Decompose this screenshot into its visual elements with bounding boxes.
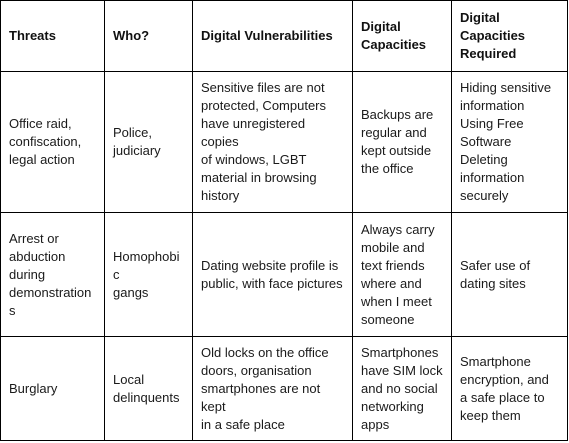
- cell-line: Homophobic: [113, 248, 180, 282]
- cell-line: Deleting: [460, 152, 508, 167]
- header-digital-capacities-required: Digital Capacities Required: [451, 0, 568, 72]
- cell-line: Digital: [460, 10, 500, 25]
- cell-line: Software: [460, 134, 512, 149]
- cell-line: Sensitive files are not: [201, 80, 325, 95]
- cell-capacities: Backups are regular and kept outside the…: [352, 71, 452, 213]
- cell-who: Police, judiciary: [104, 71, 193, 213]
- cell-vulnerabilities: Sensitive files are not protected, Compu…: [192, 71, 353, 213]
- cell-line: Capacities: [361, 37, 427, 52]
- cell-line: Smartphones: [361, 344, 439, 360]
- cell-line: keep them: [460, 407, 521, 423]
- cell-line: someone: [361, 311, 415, 327]
- cell-line: kept outside: [361, 143, 432, 158]
- cell-line: Backups are: [361, 107, 434, 122]
- cell-line: when I meet: [361, 293, 432, 309]
- cell-line: Required: [460, 46, 517, 61]
- cell-line: Burglary: [9, 380, 58, 396]
- cell-line: Office raid,: [9, 116, 72, 131]
- cell-line: protected, Computers: [201, 98, 327, 113]
- cell-line: information: [460, 170, 525, 185]
- cell-line: demonstrations: [9, 284, 92, 318]
- cell-line: legal action: [9, 152, 75, 167]
- cell-line: Digital Vulnerabilities: [201, 28, 333, 43]
- header-digital-capacities: Digital Capacities: [352, 0, 452, 72]
- cell-line: confiscation,: [9, 134, 82, 149]
- cell-line: material in browsing: [201, 170, 317, 185]
- cell-line: a safe place to: [460, 389, 545, 405]
- cell-threat: Burglary: [0, 336, 105, 441]
- cell-who: Homophobic gangs: [104, 212, 193, 337]
- cell-line: Using Free: [460, 116, 524, 131]
- cell-line: and no social: [361, 380, 438, 396]
- cell-who: Local delinquents: [104, 336, 193, 441]
- cell-line: smartphones are not kept: [201, 380, 321, 414]
- cell-line: Police,: [113, 125, 153, 140]
- cell-line: networking: [361, 398, 424, 414]
- cell-capacities-required: Smartphone encryption, and a safe place …: [451, 336, 568, 441]
- cell-line: Threats: [9, 28, 56, 43]
- cell-line: Smartphone: [460, 353, 531, 369]
- table-row: Office raid, confiscation, legal action …: [0, 71, 568, 213]
- cell-capacities: Always carry mobile and text friends whe…: [352, 212, 452, 337]
- cell-capacities-required: Hiding sensitive information Using Free …: [451, 71, 568, 213]
- cell-line: have unregistered copies: [201, 116, 306, 149]
- cell-line: history: [201, 188, 240, 203]
- header-who: Who?: [104, 0, 193, 72]
- cell-line: Always carry: [361, 221, 435, 237]
- table-row: Arrest or abduction during demonstration…: [0, 212, 568, 337]
- cell-capacities: Smartphones have SIM lock and no social …: [352, 336, 452, 441]
- cell-line: Hiding sensitive: [460, 80, 552, 95]
- cell-capacities-required: Safer use of dating sites: [451, 212, 568, 337]
- cell-line: Digital: [361, 19, 401, 34]
- cell-line: information: [460, 98, 525, 113]
- cell-line: Who?: [113, 28, 150, 43]
- cell-line: regular and: [361, 125, 427, 140]
- cell-vulnerabilities: Old locks on the office doors, organisat…: [192, 336, 353, 441]
- table-row: Burglary Local delinquents Old locks on …: [0, 336, 568, 441]
- cell-line: text friends: [361, 257, 425, 273]
- cell-line: encryption, and: [460, 371, 549, 387]
- cell-line: gangs: [113, 284, 149, 300]
- header-digital-vulnerabilities: Digital Vulnerabilities: [192, 0, 353, 72]
- cell-line: in a safe place: [201, 416, 285, 432]
- cell-line: doors, organisation: [201, 362, 312, 378]
- cell-line: of windows, LGBT: [201, 152, 307, 167]
- cell-line: mobile and: [361, 239, 425, 255]
- cell-line: Local: [113, 371, 145, 387]
- cell-line: Arrest or: [9, 230, 59, 246]
- cell-line: during: [9, 266, 46, 282]
- cell-line: Old locks on the office: [201, 344, 329, 360]
- cell-line: delinquents: [113, 389, 180, 405]
- cell-line: dating sites: [460, 275, 526, 291]
- cell-line: abduction: [9, 248, 66, 264]
- cell-vulnerabilities: Dating website profile is public, with f…: [192, 212, 353, 337]
- cell-line: Capacities: [460, 28, 526, 43]
- cell-line: apps: [361, 416, 390, 432]
- cell-line: securely: [460, 188, 509, 203]
- cell-threat: Arrest or abduction during demonstration…: [0, 212, 105, 337]
- header-row: Threats Who? Digital Vulnerabilities Dig…: [0, 0, 568, 72]
- header-threats: Threats: [0, 0, 105, 72]
- cell-line: where and: [361, 275, 422, 291]
- cell-line: have SIM lock: [361, 362, 443, 378]
- cell-line: Safer use of: [460, 257, 531, 273]
- cell-line: the office: [361, 161, 414, 176]
- cell-line: Dating website profile is: [201, 257, 339, 273]
- cell-line: public, with face pictures: [201, 275, 343, 291]
- cell-line: judiciary: [113, 143, 161, 158]
- cell-threat: Office raid, confiscation, legal action: [0, 71, 105, 213]
